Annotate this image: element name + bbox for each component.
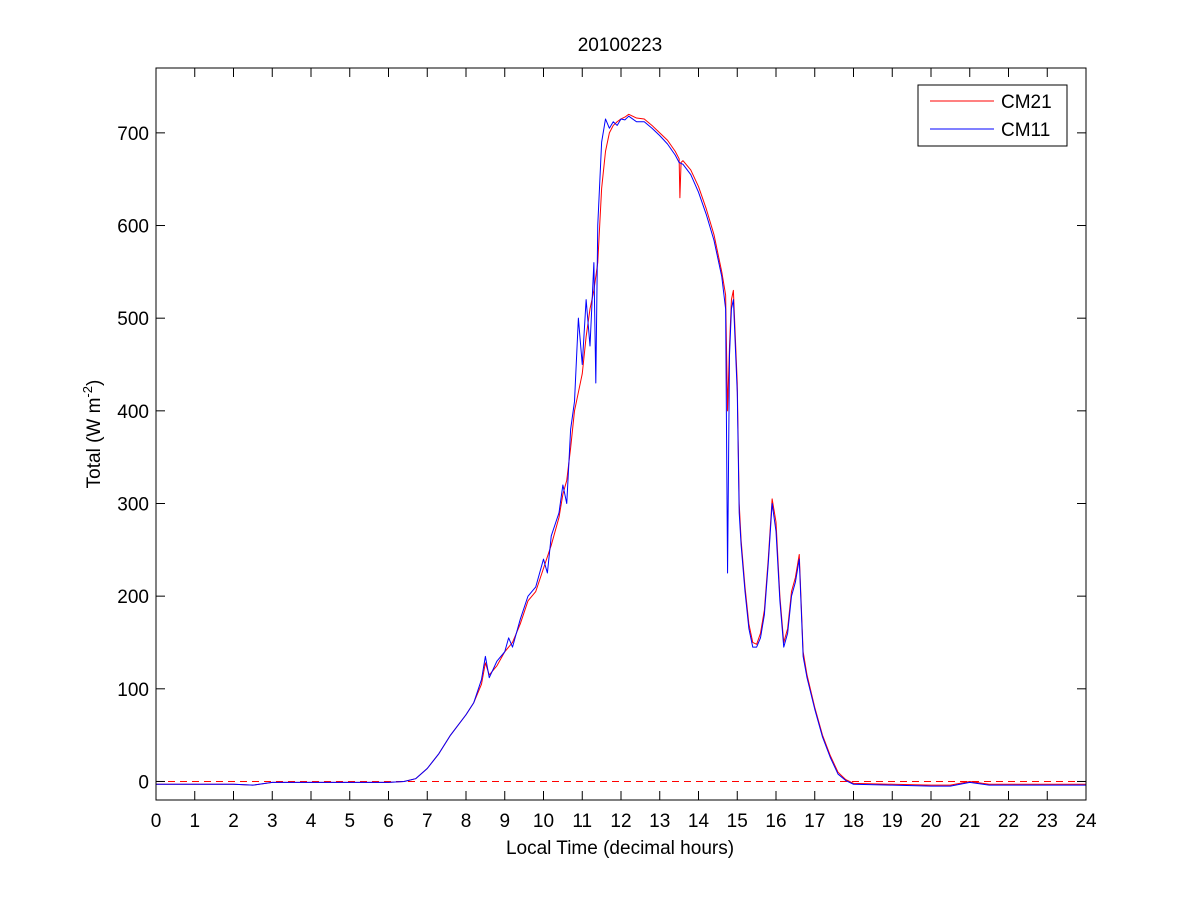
x-tick-label: 16 <box>765 811 786 832</box>
legend: CM21 CM11 <box>917 84 1068 147</box>
legend-label-cm11: CM11 <box>1001 120 1050 141</box>
x-tick-label: 14 <box>688 811 710 832</box>
x-tick-label: 12 <box>610 811 631 832</box>
x-tick-label: 21 <box>959 811 980 832</box>
x-tick-label: 4 <box>306 811 317 832</box>
y-tick-label: 700 <box>117 124 149 145</box>
legend-label-cm21: CM21 <box>1001 92 1052 113</box>
x-tick-label: 8 <box>461 811 472 832</box>
x-tick-label: 22 <box>998 811 1019 832</box>
x-tick-label: 6 <box>383 811 394 832</box>
x-tick-label: 2 <box>228 811 239 832</box>
series-line-cm11 <box>156 115 1086 787</box>
y-axis-label-prefix: Total (W m <box>84 398 105 489</box>
y-tick-label: 400 <box>117 402 149 423</box>
x-tick-label: 15 <box>727 811 748 832</box>
y-tick-label: 100 <box>117 680 149 701</box>
y-axis-label-superscript: -2 <box>80 386 95 398</box>
x-tick-label: 7 <box>422 811 433 832</box>
y-tick-label: 0 <box>138 772 149 793</box>
chart-title: 20100223 <box>578 35 663 56</box>
x-tick-label: 10 <box>533 811 554 832</box>
x-tick-label: 24 <box>1075 811 1097 832</box>
x-tick-label: 9 <box>499 811 510 832</box>
x-axis-label: Local Time (decimal hours) <box>506 838 734 859</box>
y-tick-label: 200 <box>117 587 149 608</box>
x-tick-label: 1 <box>189 811 200 832</box>
x-tick-label: 19 <box>882 811 903 832</box>
x-tick-label: 18 <box>843 811 864 832</box>
x-tick-label: 11 <box>572 811 592 832</box>
x-tick-label: 17 <box>804 811 825 832</box>
x-tick-label: 3 <box>267 811 278 832</box>
x-tick-label: 5 <box>344 811 355 832</box>
legend-box <box>917 84 1068 147</box>
y-tick-label: 500 <box>117 309 149 330</box>
y-axis-label-suffix: ) <box>84 380 105 386</box>
y-tick-label: 600 <box>117 217 149 238</box>
series-line-cm21 <box>156 113 1086 786</box>
y-tick-label: 300 <box>117 494 149 515</box>
x-tick-label: 0 <box>151 811 162 832</box>
x-tick-label: 13 <box>649 811 670 832</box>
x-tick-label: 23 <box>1037 811 1058 832</box>
x-tick-label: 20 <box>920 811 941 832</box>
y-axis-label: Total (W m-2) <box>80 380 105 489</box>
